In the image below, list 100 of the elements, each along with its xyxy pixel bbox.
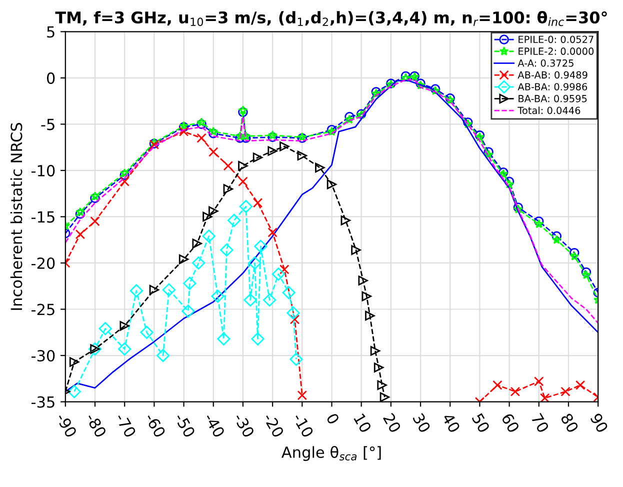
x-tick-label: 40 [442, 412, 461, 434]
point [211, 290, 224, 303]
point [534, 216, 544, 226]
point [183, 276, 196, 290]
y-tick-label: 0 [46, 72, 55, 84]
point [238, 160, 248, 171]
point [90, 191, 100, 200]
x-axis-title: Angle θ$_{sca}$ [°] [282, 446, 381, 461]
point [358, 276, 368, 286]
point [254, 240, 268, 253]
point [228, 214, 241, 228]
point [280, 264, 290, 274]
point [552, 231, 562, 242]
x-tick-label: -10 [292, 412, 314, 438]
x-tick-label: 20 [382, 412, 402, 434]
point [244, 293, 257, 307]
point [202, 230, 216, 243]
point [235, 133, 245, 143]
x-tick-label: -80 [85, 412, 107, 438]
x-tick-label: 30 [412, 412, 432, 434]
point [248, 256, 262, 270]
point [272, 267, 286, 281]
point [492, 380, 502, 390]
point [362, 291, 372, 302]
point [235, 131, 245, 140]
point [130, 284, 144, 298]
point [208, 206, 218, 216]
point [120, 321, 130, 331]
point [344, 114, 354, 124]
point [286, 306, 300, 320]
point [223, 184, 234, 194]
x-tick-label: -40 [204, 412, 226, 438]
point [268, 146, 278, 156]
y-tick-label: -30 [31, 350, 55, 362]
x-tick-label: -70 [114, 412, 136, 438]
point [297, 150, 308, 161]
point [315, 162, 325, 173]
legend-label: EPILE-0: 0.0527 [518, 36, 594, 44]
point [581, 267, 592, 278]
x-tick-label: -50 [174, 412, 196, 438]
point [370, 346, 380, 356]
point [241, 131, 251, 140]
point [377, 380, 387, 390]
point [340, 216, 351, 226]
legend-label: BA-BA: 0.9595 [518, 94, 587, 102]
point [120, 168, 130, 178]
point [484, 147, 494, 157]
point [570, 248, 580, 258]
point [223, 160, 234, 171]
point [540, 393, 550, 402]
point [251, 332, 264, 346]
y-tick-label: -35 [31, 396, 54, 408]
x-tick-label: 90 [590, 412, 609, 434]
point [208, 128, 218, 138]
point [192, 238, 202, 248]
point [510, 386, 520, 396]
point [75, 209, 86, 219]
point [118, 342, 132, 356]
x-tick-label: -60 [144, 412, 166, 438]
point [120, 176, 130, 186]
point [192, 256, 206, 270]
x-tick-label: 60 [501, 412, 520, 434]
point [156, 348, 170, 362]
x-tick-label: -20 [262, 412, 284, 438]
y-axis-title: Incoherent bistatic NRCS [10, 122, 22, 310]
point [140, 326, 154, 339]
point [238, 176, 248, 186]
point [252, 152, 263, 162]
y-tick-label: -15 [31, 211, 54, 223]
point [75, 229, 86, 240]
point [344, 112, 354, 122]
y-tick-label: -5 [41, 118, 54, 130]
point [290, 314, 300, 324]
legend-label: A-A: 0.3725 [518, 59, 574, 67]
point [268, 228, 278, 238]
y-tick-label: 5 [47, 26, 54, 38]
point [182, 304, 195, 318]
point [98, 322, 112, 336]
point [238, 107, 248, 118]
point [178, 126, 189, 136]
point [297, 390, 308, 400]
point [484, 150, 494, 159]
x-tick-label: 70 [530, 412, 550, 434]
point [534, 376, 544, 386]
point [268, 132, 278, 142]
point [149, 284, 160, 295]
point [504, 176, 514, 186]
point [208, 147, 218, 157]
point [202, 212, 212, 222]
legend-label: EPILE-2: 0.0000 [518, 48, 594, 55]
point [290, 352, 303, 366]
point [374, 362, 384, 372]
x-tick-label: -30 [233, 412, 255, 438]
point [208, 126, 218, 136]
point [280, 142, 290, 152]
point [534, 219, 544, 228]
point [196, 133, 206, 143]
x-tick-label: 50 [472, 412, 490, 434]
point [282, 286, 296, 300]
point [162, 283, 176, 296]
